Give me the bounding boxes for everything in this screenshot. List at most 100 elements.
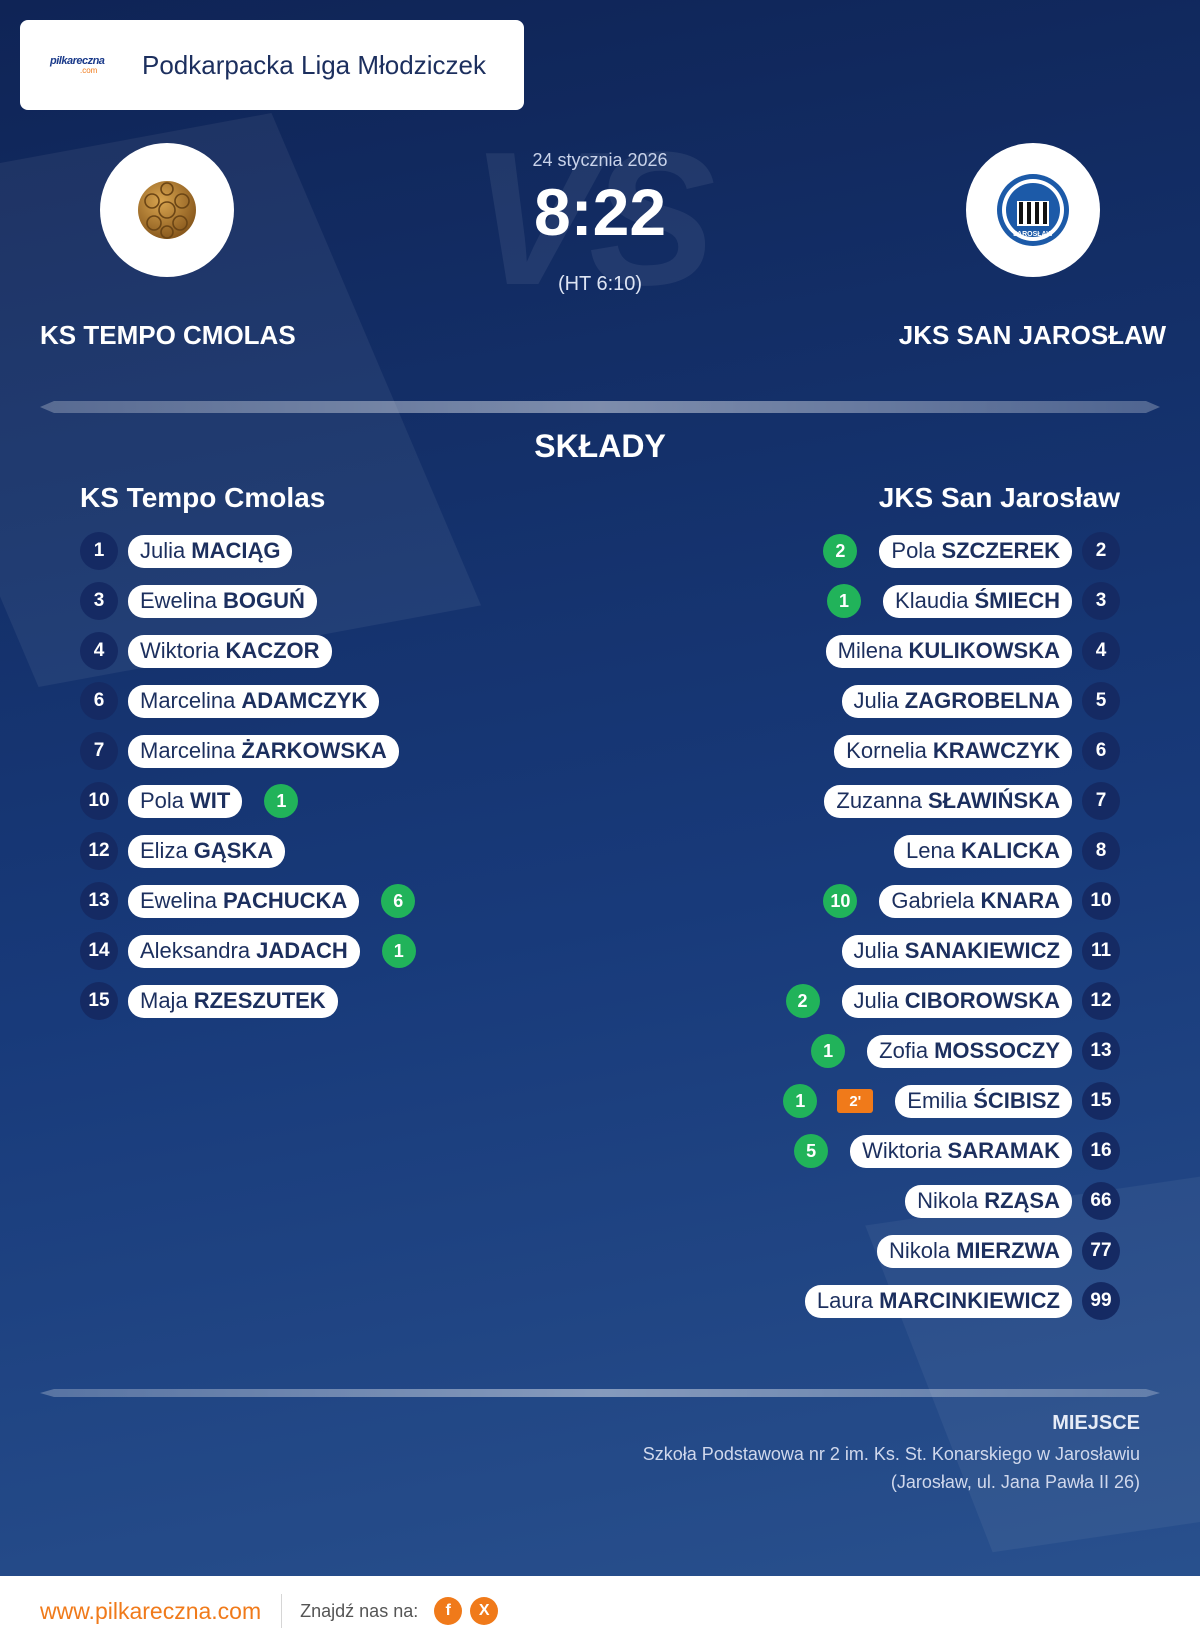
player-last-name: ADAMCZYK <box>241 688 368 713</box>
player-last-name: KACZOR <box>225 638 320 663</box>
player-last-name: KRAWCZYK <box>932 738 1060 763</box>
player-name: Klaudia ŚMIECH <box>883 584 1072 618</box>
player-first-name: Gabriela <box>891 888 975 913</box>
pilkareczna-logo[interactable]: pilkareczna .com <box>50 55 128 75</box>
player-last-name: SANAKIEWICZ <box>904 938 1060 963</box>
player-number: 2 <box>1082 532 1120 570</box>
away-lineup: 2 Pola SZCZEREK 2 1 Klaudia ŚMIECH 3 Milena KULIK… <box>783 526 1120 1326</box>
player-number: 7 <box>1082 782 1120 820</box>
player-last-name: RZESZUTEK <box>193 988 326 1013</box>
player-number: 14 <box>80 932 118 970</box>
player-last-name: SARAMAK <box>947 1138 1060 1163</box>
goals-badge: 5 <box>794 1134 829 1168</box>
venue-address: (Jarosław, ul. Jana Pawła II 26) <box>890 1472 1140 1492</box>
player-name: Ewelina PACHUCKA <box>128 884 360 918</box>
player-name: Nikola MIERZWA <box>876 1234 1072 1268</box>
player-first-name: Aleksandra <box>140 938 251 963</box>
player-number: 3 <box>1082 582 1120 620</box>
footer-divider <box>281 1594 283 1628</box>
home-team-title: KS TEMPO CMOLAS <box>40 320 296 350</box>
player-name: Gabriela KNARA <box>879 884 1072 918</box>
player-row: 1 Klaudia ŚMIECH 3 <box>783 576 1120 626</box>
player-last-name: KALICKA <box>961 838 1060 863</box>
player-first-name: Laura <box>816 1288 874 1313</box>
player-last-name: RZĄSA <box>984 1188 1060 1213</box>
player-name: Ewelina BOGUŃ <box>128 584 317 618</box>
player-number: 13 <box>80 882 118 920</box>
player-name: Eliza GĄSKA <box>128 834 286 868</box>
divider <box>40 1389 1160 1397</box>
player-row: 7 Marcelina ŻARKOWSKA <box>80 726 416 776</box>
player-name: Laura MARCINKIEWICZ <box>804 1284 1072 1318</box>
goals-badge: 1 <box>811 1034 846 1068</box>
player-number: 4 <box>80 632 118 670</box>
player-last-name: KNARA <box>980 888 1060 913</box>
facebook-icon[interactable]: f <box>434 1597 463 1625</box>
match-date: 24 stycznia 2026 <box>532 150 668 170</box>
x-icon[interactable]: X <box>470 1597 499 1625</box>
player-last-name: MARCINKIEWICZ <box>879 1288 1060 1313</box>
player-name: Marcelina ŻARKOWSKA <box>128 734 399 768</box>
final-score: 8:22 <box>533 175 667 249</box>
find-us-label: Znajdź nas na: <box>300 1600 419 1621</box>
player-number: 4 <box>1082 632 1120 670</box>
player-first-name: Marcelina <box>140 688 236 713</box>
player-first-name: Julia <box>853 938 899 963</box>
player-first-name: Ewelina <box>140 588 218 613</box>
player-row: 14 Aleksandra JADACH 1 <box>80 926 416 976</box>
halftime-score: (HT 6:10) <box>557 273 643 295</box>
player-row: 4 Wiktoria KACZOR <box>80 626 416 676</box>
player-name: Wiktoria SARAMAK <box>850 1134 1072 1168</box>
player-row: 15 Maja RZESZUTEK <box>80 976 416 1026</box>
away-lineup-title: JKS San Jarosław <box>878 482 1120 513</box>
goals-badge: 1 <box>827 584 862 618</box>
goals-badge: 1 <box>783 1084 818 1118</box>
player-number: 3 <box>80 582 118 620</box>
goals-badge: 6 <box>381 884 416 918</box>
player-name: Julia SANAKIEWICZ <box>841 934 1072 968</box>
player-name: Lena KALICKA <box>894 834 1072 868</box>
player-last-name: MACIĄG <box>191 538 281 563</box>
player-row: 13 Ewelina PACHUCKA 6 <box>80 876 416 926</box>
logo-sub-text: .com <box>80 65 98 75</box>
player-last-name: WIT <box>190 788 231 813</box>
player-first-name: Maja <box>140 988 188 1013</box>
player-number: 12 <box>80 832 118 870</box>
player-number: 16 <box>1082 1132 1120 1170</box>
player-number: 11 <box>1082 932 1120 970</box>
player-row: 2 Julia CIBOROWSKA 12 <box>783 976 1120 1026</box>
player-first-name: Nikola <box>917 1188 979 1213</box>
player-first-name: Julia <box>853 988 899 1013</box>
player-name: Zuzanna SŁAWIŃSKA <box>824 784 1072 818</box>
player-row: 2 Pola SZCZEREK 2 <box>783 526 1120 576</box>
player-first-name: Emilia <box>907 1088 968 1113</box>
away-team-title: JKS SAN JAROSŁAW <box>898 320 1166 350</box>
player-name: Marcelina ADAMCZYK <box>128 684 380 718</box>
player-last-name: ŚMIECH <box>974 588 1060 613</box>
player-name: Aleksandra JADACH <box>128 934 360 968</box>
goals-badge: 10 <box>823 884 858 918</box>
player-first-name: Zuzanna <box>836 788 922 813</box>
player-number: 77 <box>1082 1232 1120 1270</box>
player-first-name: Wiktoria <box>862 1138 942 1163</box>
home-team-logo <box>100 143 234 277</box>
player-number: 8 <box>1082 832 1120 870</box>
player-row: 1 Zofia MOSSOCZY 13 <box>783 1026 1120 1076</box>
player-number: 66 <box>1082 1182 1120 1220</box>
player-name: Pola SZCZEREK <box>879 534 1072 568</box>
player-row: Nikola MIERZWA 77 <box>783 1226 1120 1276</box>
player-name: Milena KULIKOWSKA <box>825 634 1072 668</box>
player-name: Nikola RZĄSA <box>905 1184 1072 1218</box>
player-first-name: Marcelina <box>140 738 236 763</box>
player-last-name: JADACH <box>256 938 348 963</box>
player-last-name: SŁAWIŃSKA <box>928 788 1060 813</box>
player-first-name: Pola <box>140 788 185 813</box>
section-title: SKŁADY <box>534 428 666 464</box>
league-name: Podkarpacka Liga Młodziczek <box>142 49 486 80</box>
player-first-name: Nikola <box>888 1238 951 1263</box>
player-row: 12 Eliza GĄSKA <box>80 826 416 876</box>
website-link[interactable]: www.pilkareczna.com <box>40 1597 262 1624</box>
player-first-name: Milena <box>837 638 903 663</box>
player-last-name: ZAGROBELNA <box>904 688 1060 713</box>
